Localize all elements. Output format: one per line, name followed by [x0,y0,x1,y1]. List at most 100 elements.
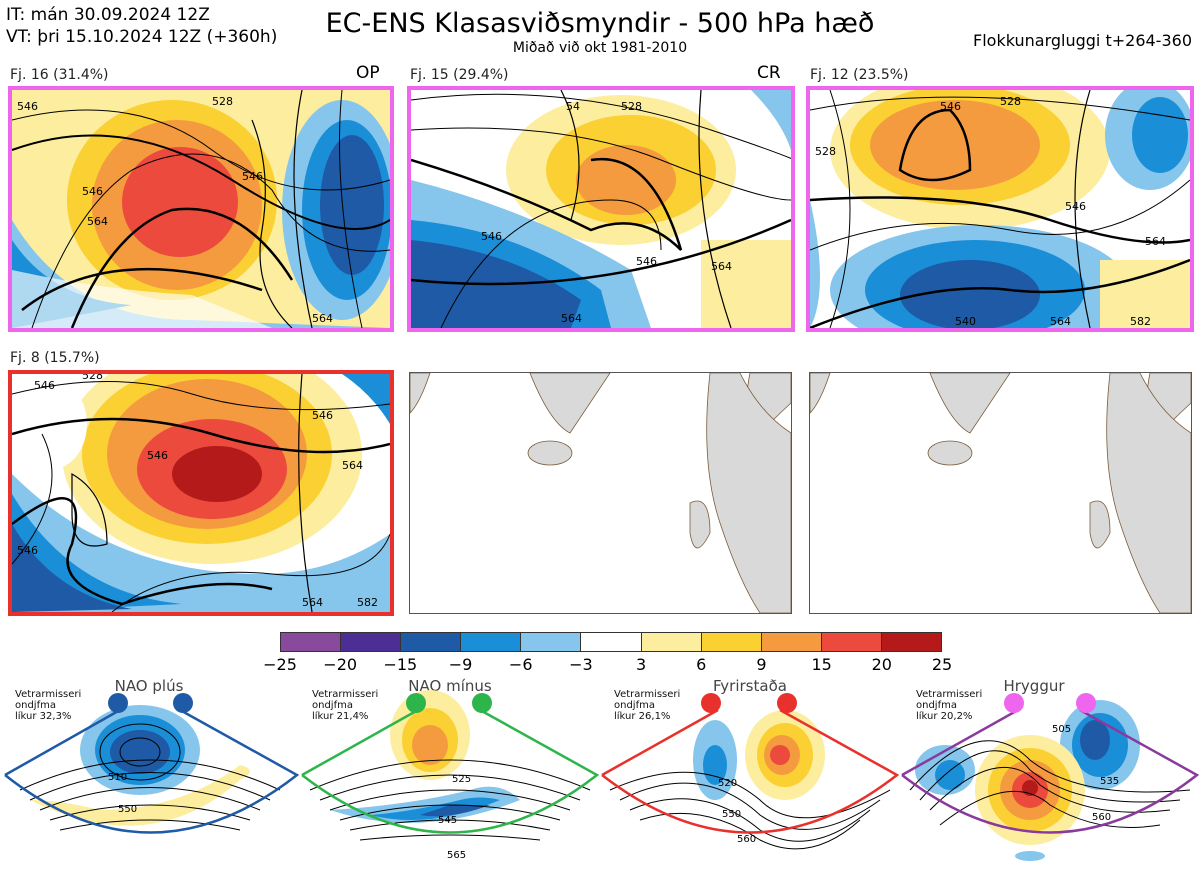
contour-label: 564 [302,596,323,609]
regime-name: Fyrirstaða [713,677,787,695]
regime-dot [472,693,492,713]
cluster-map-empty-2[interactable] [809,372,1192,614]
contour-label: 546 [82,185,103,198]
regime-dot [1004,693,1024,713]
cluster-map-empty-1[interactable] [409,372,792,614]
header-times: IT: mán 30.09.2024 12Z VT: þri 15.10.202… [6,4,277,48]
contour-label: 546 [1065,200,1086,213]
colorbar-tick: −20 [323,655,358,674]
panel-2-label: Fj. 15 (29.4%) [410,67,509,83]
regime-map-nao-plus: 510 550 [4,693,300,834]
colorbar-tick: −9 [448,655,473,674]
contour-label: 564 [711,260,732,273]
valid-time: VT: þri 15.10.2024 12Z (+360h) [6,27,278,47]
cluster-map-3[interactable]: 546 528 528 546 564 540 564 582 [806,86,1194,332]
contour-label: 550 [722,809,741,820]
panel-1-label: Fj. 16 (31.4%) [10,67,109,83]
contour-label: 546 [481,230,502,243]
contour-label: 528 [212,95,233,108]
contour-label: 528 [621,100,642,113]
cluster-map-1[interactable]: 546 528 546 564 546 564 [8,86,394,332]
colorbar-tick: 25 [931,655,953,674]
panel-3-label: Fj. 12 (23.5%) [810,67,909,83]
contour-label: 528 [82,374,103,382]
colorbar-tick: −3 [569,655,593,674]
page-title: EC-ENS Klasasviðsmyndir - 500 hPa hæð [325,8,875,39]
contour-label: 525 [452,774,471,785]
contour-label: 546 [17,544,38,557]
colorbar-segment [461,633,522,651]
contour-label: 564 [342,459,363,472]
contour-label: 560 [1092,812,1111,823]
colorbar-tick: 9 [756,655,767,674]
regime-stats: Vetrarmisseri ondjfma líkur 32,3% [15,689,82,722]
contour-label: 564 [87,215,108,228]
contour-label: 582 [357,596,378,609]
colorbar-segment [521,633,582,651]
colorbar-tick: 20 [871,655,892,674]
colorbar-segment [401,633,462,651]
contour-label: 546 [940,100,961,113]
colorbar-tick: −6 [508,655,533,674]
regime-maps: 510 550 525 545 565 [4,690,1200,861]
contour-label: 564 [561,312,582,325]
contour-label: 54 [566,100,580,113]
contour-label: 564 [1145,235,1166,248]
contour-label: 546 [312,409,333,422]
colorbar-segment [281,633,342,651]
cluster-map-2[interactable]: 54 528 546 564 564 546 [407,86,795,332]
contour-label: 510 [108,772,127,783]
contour-label: 546 [147,449,168,462]
colorbar-tick: 15 [811,655,832,674]
regime-dot [1076,693,1096,713]
contour-label: 546 [636,255,657,268]
regime-map-ridge: 505 535 560 [901,693,1200,861]
contour-label: 546 [34,379,55,392]
regime-dot [108,693,128,713]
contour-label: 528 [1000,95,1021,108]
colorbar-segment [641,633,702,651]
colorbar-segment [881,633,942,651]
contour-label: 564 [312,312,333,325]
regime-dot [406,693,426,713]
regime-map-nao-minus: 525 545 565 [301,690,600,861]
contour-label: 550 [118,804,137,815]
contour-label: 565 [447,850,466,861]
regime-name: Hryggur [1003,677,1065,695]
colorbar [280,632,942,652]
colorbar-segment [821,633,882,651]
page-subtitle: Miðað við okt 1981-2010 [512,40,688,56]
panel-2-code: CR [757,63,781,83]
panel-4-label: Fj. 8 (15.7%) [10,350,100,366]
colorbar-tick: 6 [696,655,707,674]
contour-label: 505 [1052,724,1071,735]
colorbar-tick: −25 [263,655,297,674]
contour-label: 535 [1100,776,1119,787]
regime-map-blocking: 520 550 560 [601,693,900,850]
colorbar-segment [761,633,822,651]
contour-label: 582 [1130,315,1151,328]
regime-name: NAO plús [114,677,184,695]
regime-stats: Vetrarmisseri ondjfma líkur 26,1% [614,689,681,722]
contour-label: 546 [242,170,263,183]
colorbar-segment [341,633,402,651]
regime-dot [173,693,193,713]
contour-label: 540 [955,315,976,328]
panel-1-code: OP [356,63,380,83]
contour-label: 520 [718,778,737,789]
contour-label: 545 [438,815,457,826]
contour-label: 528 [815,145,836,158]
colorbar-segment [701,633,762,651]
colorbar-segment [581,633,642,651]
init-time: IT: mán 30.09.2024 12Z [6,5,210,25]
regime-stats: Vetrarmisseri ondjfma líkur 20,2% [916,689,983,722]
contour-label: 560 [737,834,756,845]
regime-dot [777,693,797,713]
regime-dot [701,693,721,713]
contour-label: 564 [1050,315,1071,328]
colorbar-tick: 3 [635,655,647,674]
colorbar-tick: −15 [383,655,418,674]
classification-window: Flokkunargluggi t+264-360 [973,31,1192,50]
contour-label: 546 [17,100,38,113]
cluster-map-4[interactable]: 546 528 546 564 546 564 546 582 [8,370,394,616]
